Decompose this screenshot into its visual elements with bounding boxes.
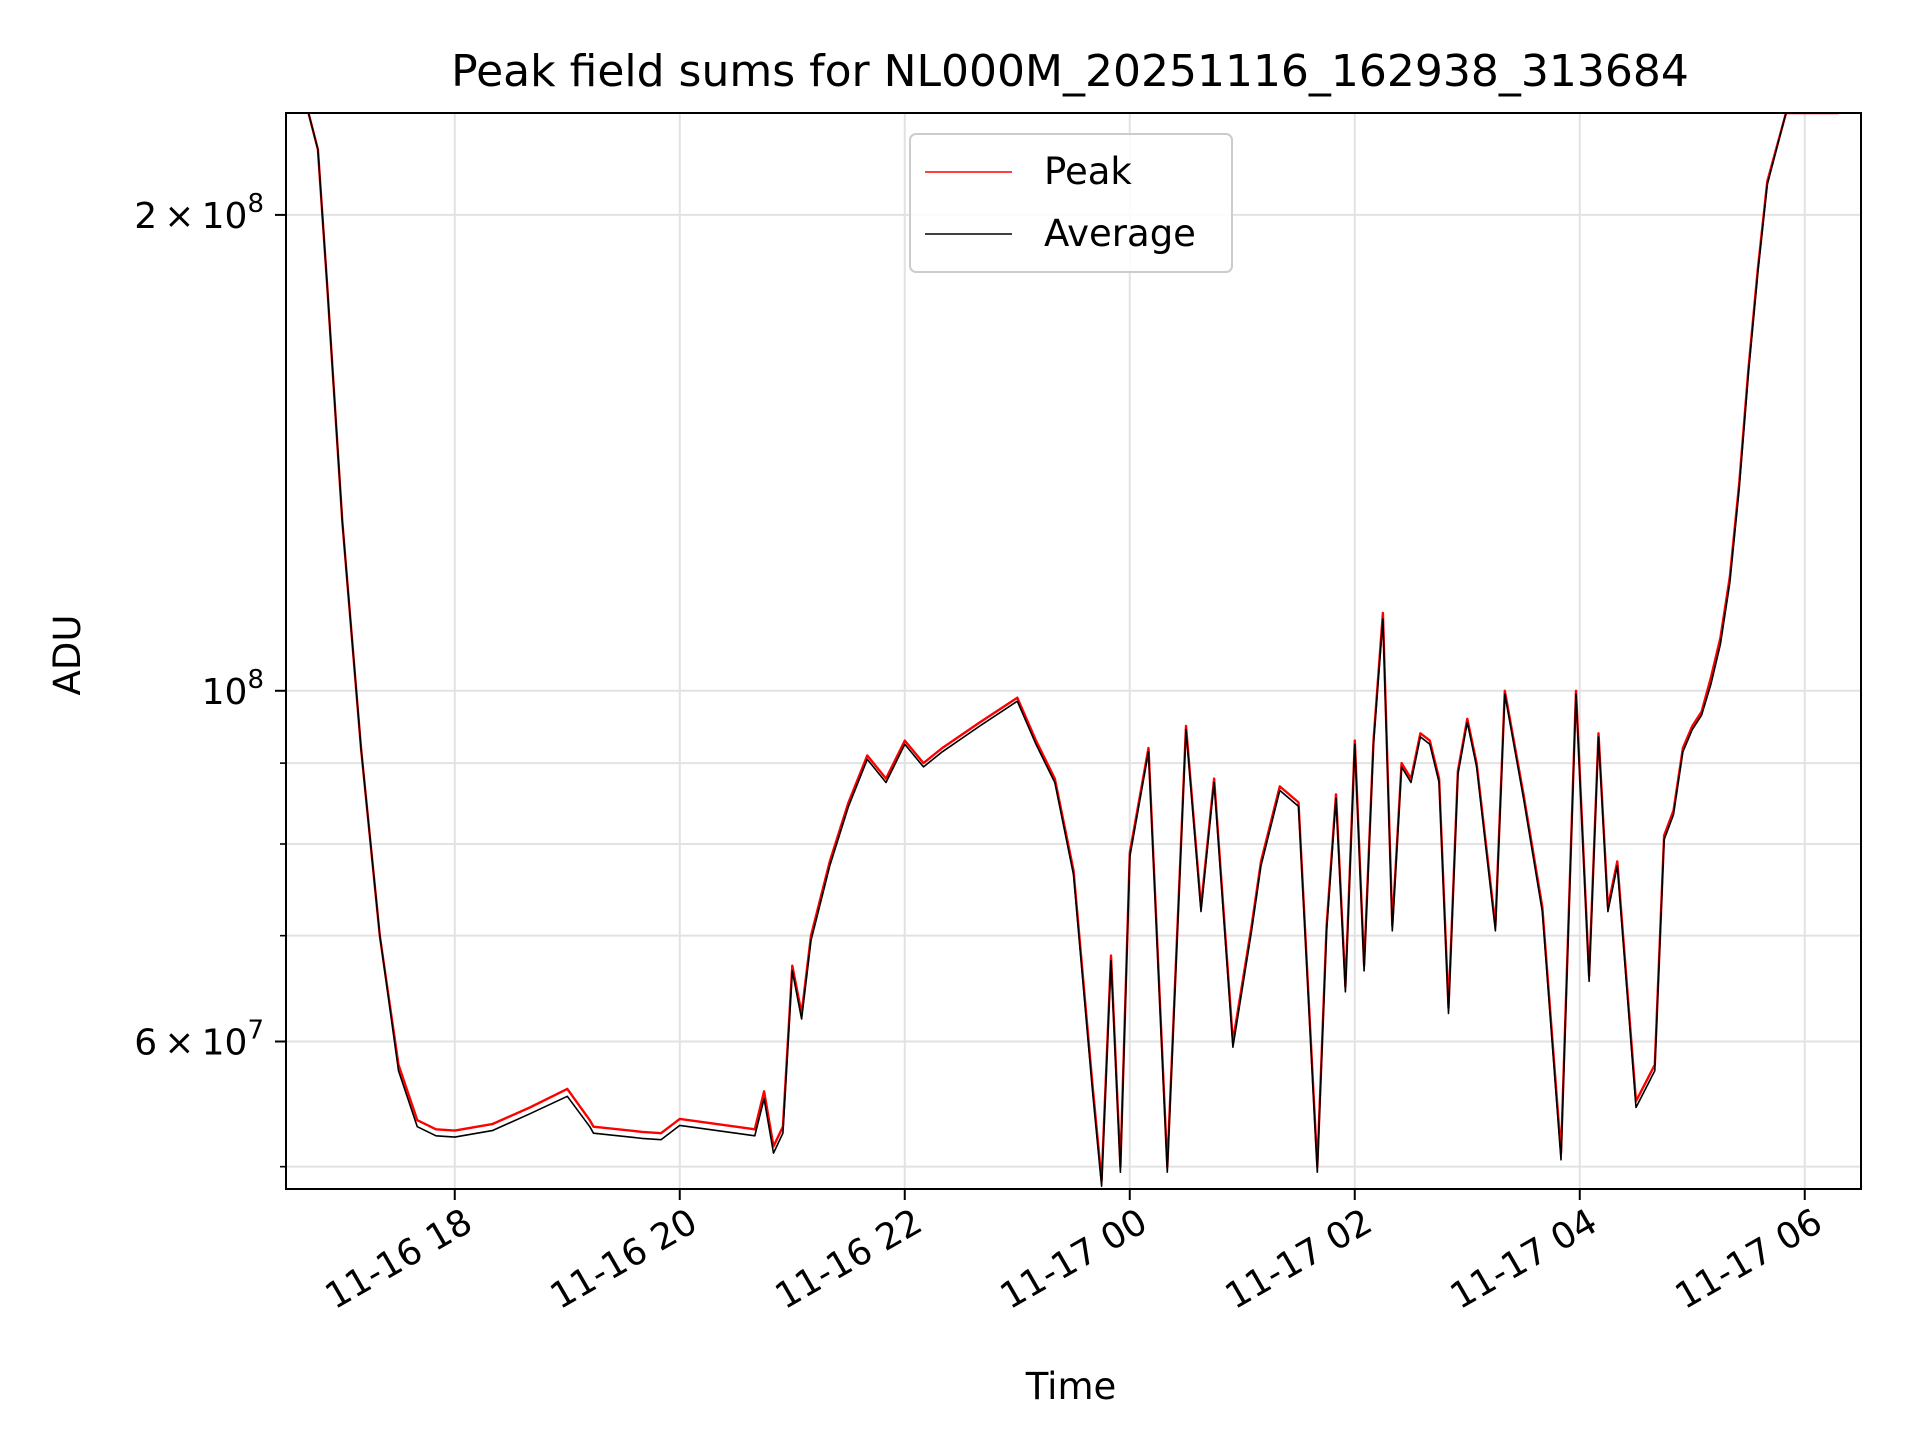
plot-frame: [285, 112, 1862, 1190]
series-line-average: [307, 113, 1839, 1187]
legend: Peak Average: [909, 133, 1233, 273]
y-tick-label: 2 × 108: [134, 189, 264, 237]
chart-title: Peak field sums for NL000M_20251116_1629…: [451, 46, 1689, 97]
series-lines: [307, 113, 1839, 1187]
legend-label-average: Average: [1044, 212, 1196, 255]
x-axis-label: Time: [1025, 1365, 1117, 1408]
y-axis-label: ADU: [46, 615, 89, 696]
grid: [286, 113, 1861, 1189]
y-tick-label: 6 × 107: [134, 1015, 264, 1063]
legend-label-peak: Peak: [1044, 150, 1132, 193]
legend-box: [909, 133, 1233, 273]
